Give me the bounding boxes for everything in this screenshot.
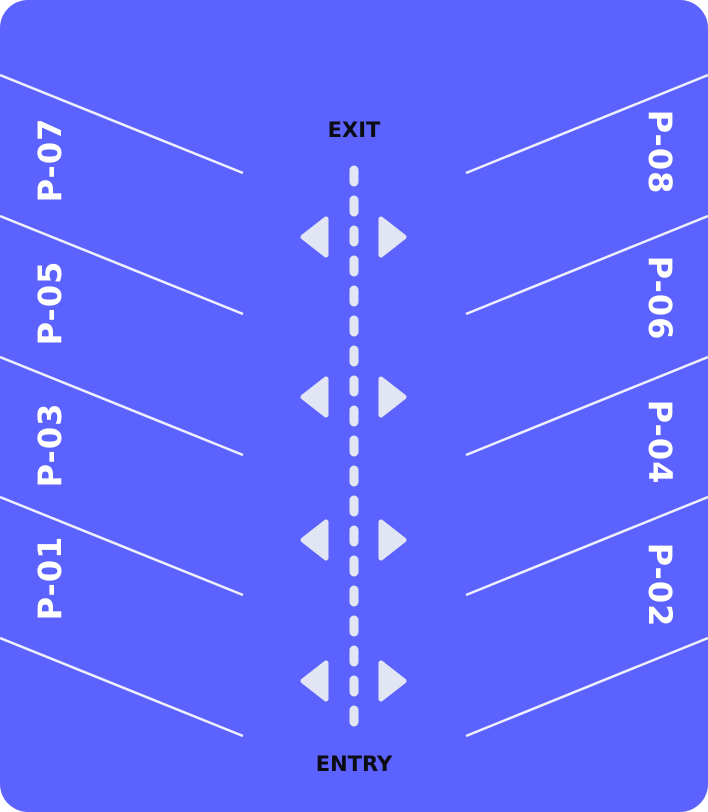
left-right-arrows-icon <box>300 519 407 561</box>
spot-label-text: P-01 <box>31 536 69 621</box>
parking-stripe-left <box>0 636 244 738</box>
arrow-right-icon <box>378 660 407 702</box>
parking-stripe-left <box>0 73 244 175</box>
parking-stripe-right <box>465 73 708 175</box>
arrow-left-icon <box>300 216 329 258</box>
arrow-right-icon <box>378 519 407 561</box>
parking-stripe-right <box>465 636 708 738</box>
spot-label-left-0: P-07 <box>31 118 69 203</box>
spot-label-right-0: P-08 <box>641 110 679 195</box>
exit-label: EXIT <box>328 118 381 142</box>
spot-label-right-1: P-06 <box>641 256 679 341</box>
spot-label-left-3: P-01 <box>31 536 69 621</box>
spot-label-text: P-07 <box>31 118 69 203</box>
spot-label-text: P-02 <box>641 543 679 628</box>
spot-label-text: P-05 <box>31 261 69 346</box>
arrow-right-icon <box>378 376 407 418</box>
spot-label-left-1: P-05 <box>31 261 69 346</box>
parking-stripe-right <box>465 495 708 597</box>
spot-label-text: P-03 <box>31 403 69 488</box>
left-right-arrows-icon <box>300 376 407 418</box>
direction-arrows <box>300 216 407 702</box>
arrow-left-icon <box>300 519 329 561</box>
spot-label-right-3: P-02 <box>641 543 679 628</box>
parking-stripe-left <box>0 214 244 316</box>
parking-stripe-left <box>0 495 244 597</box>
spot-label-text: P-06 <box>641 256 679 341</box>
spot-label-left-2: P-03 <box>31 403 69 488</box>
parking-stripe-right <box>465 214 708 316</box>
left-right-arrows-icon <box>300 216 407 258</box>
parking-stripe-left <box>0 355 244 457</box>
right-parking-stripes <box>465 73 708 738</box>
parking-stripe-right <box>465 355 708 457</box>
entry-label: ENTRY <box>316 752 393 776</box>
spot-label-text: P-04 <box>641 400 679 485</box>
left-right-arrows-icon <box>300 660 407 702</box>
spot-label-text: P-08 <box>641 110 679 195</box>
spot-label-right-2: P-04 <box>641 400 679 485</box>
left-parking-stripes <box>0 73 244 738</box>
arrow-right-icon <box>378 216 407 258</box>
arrow-left-icon <box>300 376 329 418</box>
arrow-left-icon <box>300 660 329 702</box>
